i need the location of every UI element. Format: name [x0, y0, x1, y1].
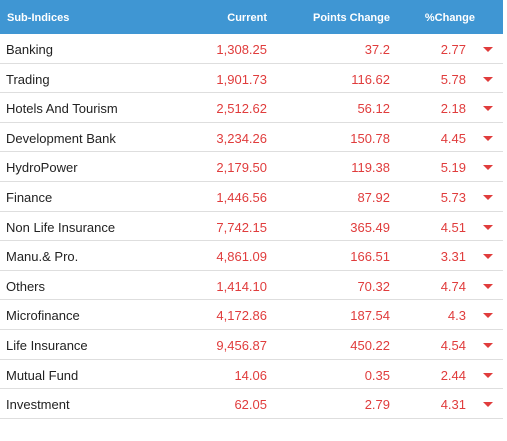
points-change-value: 2.79 — [364, 397, 390, 413]
down-arrow-icon — [483, 106, 493, 112]
sub-index-name[interactable]: Non Life Insurance — [6, 219, 116, 235]
table-body: Banking 1,308.25 37.2 2.77 Trading 1,901.73 11… — [0, 34, 503, 419]
table-row[interactable]: Banking 1,308.25 37.2 2.77 — [0, 34, 503, 64]
points-change-value: 365.49 — [350, 219, 390, 235]
down-arrow-icon — [483, 342, 493, 348]
points-change-value: 119.38 — [351, 160, 390, 176]
percent-change-value: 4.31 — [440, 397, 466, 413]
points-change-value: 150.78 — [350, 130, 390, 146]
percent-change-value: 5.19 — [440, 160, 466, 176]
table-row[interactable]: HydroPower 2,179.50 119.38 5.19 — [0, 152, 503, 182]
table-header: Sub-Indices Current Points Change %Chang… — [0, 0, 503, 34]
down-arrow-icon — [483, 254, 493, 260]
down-arrow-icon — [483, 47, 493, 52]
sub-index-name[interactable]: Hotels And Tourism — [6, 101, 118, 117]
sub-index-name[interactable]: Trading — [6, 71, 50, 87]
table-row[interactable]: Non Life Insurance 7,742.15 365.49 4.51 — [0, 212, 503, 242]
down-arrow-icon — [483, 313, 493, 319]
table-row[interactable]: Manu.& Pro. 4,861.09 166.51 3.31 — [0, 241, 503, 271]
percent-change-value: 4.74 — [440, 278, 466, 294]
current-value: 3,234.26 — [216, 130, 267, 146]
current-value: 1,446.56 — [216, 189, 267, 205]
points-change-value: 0.35 — [364, 367, 390, 383]
current-value: 1,308.25 — [216, 42, 267, 57]
current-value: 2,512.62 — [216, 101, 267, 117]
percent-change-value: 5.78 — [440, 71, 466, 87]
points-change-value: 87.92 — [357, 189, 390, 205]
points-change-value: 116.62 — [351, 71, 390, 87]
sub-index-name[interactable]: Others — [6, 278, 46, 294]
table-row[interactable]: Hotels And Tourism 2,512.62 56.12 2.18 — [0, 93, 503, 123]
percent-change-value: 4.54 — [440, 337, 466, 353]
current-value: 1,901.73 — [216, 71, 267, 87]
percent-change-value: 2.77 — [440, 42, 466, 57]
points-change-value: 450.22 — [350, 337, 390, 353]
sub-indices-table: Sub-Indices Current Points Change %Chang… — [0, 0, 503, 419]
points-change-value: 37.2 — [364, 42, 390, 57]
table-row[interactable]: Microfinance 4,172.86 187.54 4.3 — [0, 300, 503, 330]
down-arrow-icon — [483, 135, 493, 141]
table-row[interactable]: Trading 1,901.73 116.62 5.78 — [0, 64, 503, 94]
table-row[interactable]: Finance 1,446.56 87.92 5.73 — [0, 182, 503, 212]
sub-index-name[interactable]: HydroPower — [6, 160, 78, 176]
down-arrow-icon — [483, 224, 493, 230]
sub-index-name[interactable]: Manu.& Pro. — [6, 249, 79, 265]
current-value: 14.06 — [234, 367, 267, 383]
percent-change-value: 3.31 — [440, 249, 466, 265]
header-points-change[interactable]: Points Change — [312, 12, 390, 24]
percent-change-value: 2.44 — [440, 367, 466, 383]
current-value: 4,172.86 — [216, 308, 267, 324]
header-percent-change[interactable]: %Change — [424, 12, 475, 24]
table-row[interactable]: Mutual Fund 14.06 0.35 2.44 — [0, 360, 503, 390]
down-arrow-icon — [483, 194, 493, 200]
percent-change-value: 5.73 — [440, 189, 466, 205]
percent-change-value: 4.45 — [440, 130, 466, 146]
percent-change-value: 2.18 — [440, 101, 466, 117]
current-value: 7,742.15 — [216, 219, 267, 235]
down-arrow-icon — [483, 165, 493, 171]
current-value: 2,179.50 — [216, 160, 267, 176]
sub-index-name[interactable]: Investment — [6, 397, 70, 413]
percent-change-value: 4.51 — [440, 219, 466, 235]
down-arrow-icon — [483, 76, 493, 82]
header-sub-indices[interactable]: Sub-Indices — [7, 12, 70, 24]
points-change-value: 187.54 — [350, 308, 390, 324]
percent-change-value: 4.3 — [447, 308, 466, 324]
sub-index-name[interactable]: Finance — [6, 189, 53, 205]
header-current[interactable]: Current — [227, 12, 267, 24]
table-row[interactable]: Others 1,414.10 70.32 4.74 — [0, 271, 503, 301]
sub-index-name[interactable]: Microfinance — [6, 308, 80, 324]
points-change-value: 56.12 — [357, 101, 390, 117]
sub-index-name[interactable]: Mutual Fund — [6, 367, 79, 383]
table-row[interactable]: Life Insurance 9,456.87 450.22 4.54 — [0, 330, 503, 360]
sub-index-name[interactable]: Life Insurance — [6, 337, 88, 353]
points-change-value: 166.51 — [350, 249, 390, 265]
points-change-value: 70.32 — [357, 278, 390, 294]
current-value: 62.05 — [234, 397, 267, 413]
table-row[interactable]: Investment 62.05 2.79 4.31 — [0, 389, 503, 419]
current-value: 1,414.10 — [216, 278, 267, 294]
down-arrow-icon — [483, 283, 493, 289]
sub-index-name[interactable]: Development Bank — [6, 130, 116, 146]
table-row[interactable]: Development Bank 3,234.26 150.78 4.45 — [0, 123, 503, 153]
down-arrow-icon — [483, 372, 493, 378]
current-value: 4,861.09 — [216, 249, 267, 265]
current-value: 9,456.87 — [216, 337, 267, 353]
sub-index-name[interactable]: Banking — [6, 42, 53, 57]
down-arrow-icon — [483, 402, 493, 408]
